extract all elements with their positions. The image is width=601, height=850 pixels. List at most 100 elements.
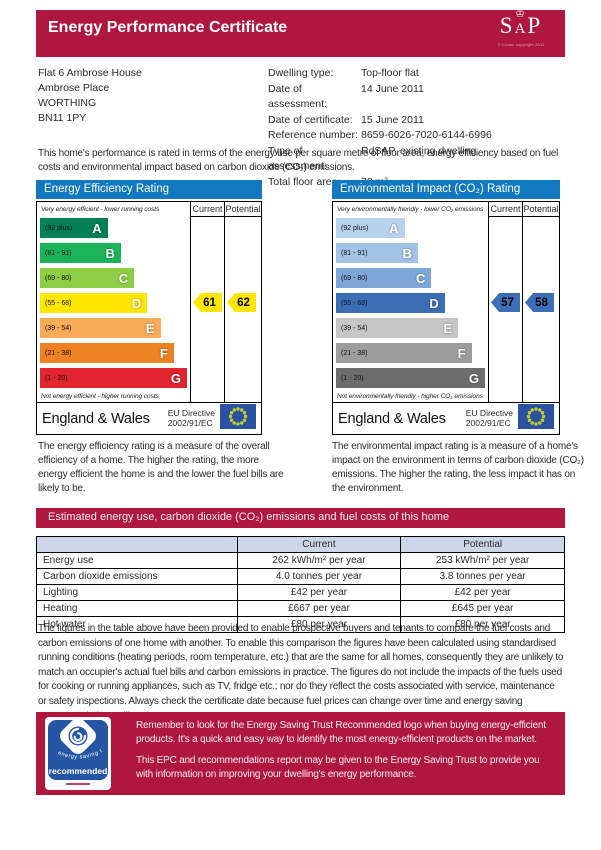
sap-letter-p: P bbox=[527, 13, 543, 38]
cost-row-label: Lighting bbox=[36, 584, 238, 601]
band-range: (21 - 38) bbox=[45, 349, 72, 357]
cost-potential-value: 3.8 tonnes per year bbox=[400, 568, 565, 585]
detail-value: RdSAP, existing dwelling bbox=[361, 144, 477, 157]
detail-value: 14 June 2011 bbox=[361, 82, 424, 95]
rating-band-a: (92 plus) A bbox=[40, 218, 108, 238]
current-column-header: Current bbox=[489, 202, 522, 217]
eu-directive-line2: 2002/91/EC bbox=[167, 417, 213, 428]
cost-row-label: Carbon dioxide emissions bbox=[36, 568, 238, 585]
band-range: (39 - 54) bbox=[341, 324, 368, 332]
est-banner-text: Remember to look for the Energy Saving T… bbox=[136, 719, 556, 781]
rating-band-d: (55 - 68) D bbox=[40, 293, 148, 313]
region-label: England & Wales bbox=[338, 410, 446, 427]
environmental-impact-chart: Environmental Impact (CO₂) Rating Very e… bbox=[332, 180, 560, 435]
band-range: (92 plus) bbox=[45, 224, 73, 232]
sap-logo-letters: S ♔ AP bbox=[489, 9, 553, 42]
address-line: WORTHING bbox=[38, 97, 97, 109]
cost-table: Current Potential Energy use 262 kWh/m² p… bbox=[36, 536, 565, 633]
rating-band-e: (39 - 54) E bbox=[336, 318, 459, 338]
rating-band-g: (1 - 20) G bbox=[40, 368, 187, 388]
band-range: (1 - 20) bbox=[45, 374, 68, 382]
detail-value: Top-floor flat bbox=[361, 67, 419, 79]
rating-band-f: (21 - 38) F bbox=[336, 343, 472, 363]
band-letter: A bbox=[92, 220, 102, 236]
figures-explanation: The figures in the table above have been… bbox=[38, 623, 564, 722]
detail-label: Date of certificate: bbox=[268, 113, 353, 126]
detail-row: Reference number: 8659-6026-7020-6144-699… bbox=[268, 128, 568, 144]
energy-saving-trust-logo: energy saving trust recommended bbox=[45, 717, 111, 790]
top-note: Very environmentally friendly - lower CO… bbox=[337, 206, 484, 213]
band-range: (69 - 80) bbox=[341, 274, 368, 282]
detail-row: Date of certificate: 15 June 2011 bbox=[268, 113, 568, 129]
cost-table-row: Energy use 262 kWh/m² per year 253 kWh/m² … bbox=[36, 552, 565, 569]
band-letter: B bbox=[105, 245, 115, 261]
cost-table-body: Energy use 262 kWh/m² per year 253 kWh/m² … bbox=[36, 552, 565, 633]
bands-list: (92 plus) A (81 - 91) B (69 - 80) C (55 - 68) D… bbox=[336, 218, 485, 388]
band-range: (1 - 20) bbox=[341, 374, 364, 382]
band-range: (81 - 91) bbox=[45, 249, 72, 257]
cost-current-value: £42 per year bbox=[236, 584, 402, 601]
potential-column: Potential 58 bbox=[522, 202, 559, 402]
detail-label: Type of assessment: bbox=[268, 144, 327, 173]
potential-rating-arrow: 58 bbox=[525, 293, 554, 312]
eu-directive-line2: 2002/91/EC bbox=[465, 417, 511, 428]
detail-row: Date of assessment: 14 June 2011 bbox=[268, 82, 568, 113]
rating-band-c: (69 - 80) C bbox=[40, 268, 135, 288]
chart-title: Environmental Impact (CO₂) Rating bbox=[332, 180, 560, 199]
rating-band-b: (81 - 91) B bbox=[336, 243, 418, 263]
potential-column-header: Potential bbox=[225, 202, 261, 217]
eu-directive-label: EU Directive 2002/91/EC bbox=[167, 408, 215, 428]
cost-table-row: Carbon dioxide emissions 4.0 tonnes per y… bbox=[36, 568, 565, 585]
band-range: (81 - 91) bbox=[341, 249, 368, 257]
detail-label: Reference number: bbox=[268, 129, 358, 141]
address-line: BN11 1PY bbox=[38, 112, 87, 124]
band-letter: E bbox=[145, 320, 155, 336]
cost-row-label: Heating bbox=[36, 600, 238, 617]
energy-rating-description: The energy efficiency rating is a measur… bbox=[38, 441, 284, 494]
bottom-note: Not environmentally friendly - higher CO… bbox=[337, 393, 483, 400]
band-letter: G bbox=[468, 370, 479, 386]
bottom-note: Not energy efficient - higher running co… bbox=[41, 393, 159, 400]
cost-table-row: Hot water £80 per year £80 per year bbox=[36, 616, 565, 633]
address-block: Flat 6 Ambrose House Ambrose Place WORTHIN… bbox=[38, 66, 142, 126]
band-range: (92 plus) bbox=[341, 224, 369, 232]
current-column: Current 57 bbox=[488, 202, 522, 402]
band-letter: G bbox=[170, 370, 181, 386]
cost-current-value: 262 kWh/m² per year bbox=[236, 552, 402, 569]
blank-header-cell bbox=[36, 536, 238, 553]
page-title: Energy Performance Certificate bbox=[48, 19, 288, 36]
cost-row-label: Hot water bbox=[36, 616, 238, 633]
rating-band-f: (21 - 38) F bbox=[40, 343, 174, 363]
bands-list: (92 plus) A (81 - 91) B (69 - 80) C (55 - 68) D… bbox=[40, 218, 187, 388]
cost-potential-value: 253 kWh/m² per year bbox=[400, 552, 565, 569]
potential-column: Potential 62 bbox=[224, 202, 261, 402]
cost-table-row: Lighting £42 per year £42 per year bbox=[36, 584, 565, 601]
cost-current-value: 4.0 tonnes per year bbox=[236, 568, 402, 585]
current-column-header: Current bbox=[191, 202, 224, 217]
cost-potential-value: £645 per year bbox=[400, 600, 565, 617]
est-recommended-label: recommended bbox=[49, 766, 108, 776]
energy-efficiency-chart: Energy Efficiency Rating Very energy eff… bbox=[36, 180, 262, 435]
detail-value: 8659-6026-7020-6144-6996 bbox=[361, 129, 492, 141]
band-letter: F bbox=[159, 345, 168, 361]
address-line: Flat 6 Ambrose House bbox=[38, 67, 142, 79]
band-range: (39 - 54) bbox=[45, 324, 72, 332]
eu-directive-line1: EU Directive bbox=[167, 408, 215, 418]
chart-box: Very energy efficient - lower running co… bbox=[36, 201, 262, 435]
band-letter: D bbox=[429, 295, 439, 311]
rating-band-c: (69 - 80) C bbox=[336, 268, 432, 288]
detail-label: Dwelling type: bbox=[268, 67, 334, 79]
chart-title: Energy Efficiency Rating bbox=[36, 180, 262, 199]
intro-paragraph: This home's performance is rated in term… bbox=[38, 148, 559, 173]
detail-label: Total floor area: bbox=[268, 175, 341, 188]
detail-label: Date of assessment: bbox=[268, 82, 327, 111]
current-rating-arrow: 57 bbox=[491, 293, 520, 312]
rating-band-d: (55 - 68) D bbox=[336, 293, 445, 313]
band-range: (55 - 68) bbox=[341, 299, 368, 307]
crown-icon: ♔ bbox=[515, 8, 527, 20]
sap-logo: S ♔ AP © Crown copyright 2011 bbox=[489, 9, 553, 48]
eu-directive-label: EU Directive 2002/91/EC bbox=[465, 408, 513, 428]
band-letter: C bbox=[118, 270, 129, 286]
potential-column-header: Potential bbox=[523, 202, 559, 217]
